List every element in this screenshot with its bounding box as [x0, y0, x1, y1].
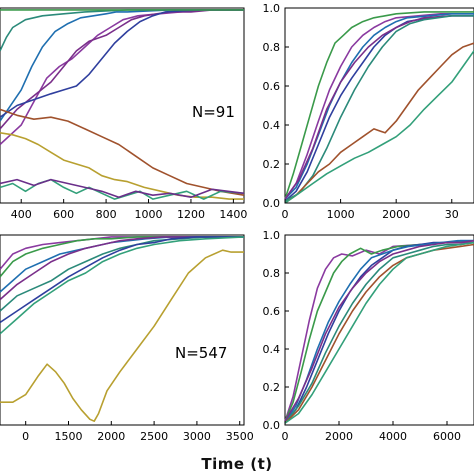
series-line	[284, 239, 474, 424]
x-tick-label: 0	[282, 208, 289, 221]
y-tick-label: 0.4	[263, 119, 281, 132]
x-tick-label: 0	[282, 430, 289, 443]
panel-annotation: N=547	[175, 344, 227, 362]
panel-bottom-right: 0 2000 4000 6000 0.0 0.2 0.4 0.6 0.8 1.0	[263, 229, 474, 443]
panel-frame	[284, 7, 474, 204]
series-line	[0, 9, 244, 130]
x-tick-label: 1000	[327, 208, 355, 221]
x-tick-label: 4000	[379, 430, 407, 443]
series-line	[284, 15, 474, 202]
x-tick-label: 3500	[226, 430, 254, 443]
series-line	[0, 236, 244, 324]
x-axis-label: Time (t)	[201, 455, 272, 473]
y-tick-label: 0.8	[263, 41, 281, 54]
panel-frame	[0, 234, 245, 426]
panel-annotation: N=91	[192, 103, 235, 121]
y-tick-label: 0.2	[263, 381, 281, 394]
panel-frame	[0, 7, 245, 204]
panel-top-right: 0 1000 2000 30 0.0 0.2 0.4 0.6 0.8 1.0	[263, 2, 474, 221]
series-line	[284, 239, 474, 424]
series-line	[0, 178, 245, 198]
series-line	[0, 249, 244, 423]
y-tick-label: 0.4	[263, 343, 281, 356]
y-tick-label: 0.0	[263, 197, 281, 210]
x-tick-label: 6000	[433, 430, 461, 443]
series-line	[284, 239, 474, 422]
y-tick-label: 1.0	[263, 2, 281, 15]
series-line	[284, 11, 474, 200]
x-tick-label: 400	[11, 208, 32, 221]
panel-bottom-left: 0 1500 2000 2500 3000 3500 N=547	[0, 234, 254, 443]
series-line	[284, 13, 474, 200]
x-tick-label: 3000	[183, 430, 211, 443]
series-line	[284, 243, 474, 424]
x-tick-label: 1400	[219, 208, 247, 221]
series-line	[0, 9, 244, 52]
y-tick-label: 0.6	[263, 80, 281, 93]
y-tick-label: 0.8	[263, 267, 281, 280]
x-tick-label: 1200	[177, 208, 205, 221]
series-line	[0, 9, 244, 118]
series-line	[0, 236, 244, 312]
panel-top-left: 400 600 800 1000 1200 1400 N=91	[0, 7, 247, 221]
series-line	[284, 15, 474, 200]
series-line	[0, 108, 245, 196]
series-line	[284, 239, 474, 422]
x-tick-label: 2000	[325, 430, 353, 443]
x-tick-label: 2000	[382, 208, 410, 221]
series-line	[284, 241, 474, 424]
y-tick-label: 0.6	[263, 305, 281, 318]
x-tick-label: 2000	[97, 430, 125, 443]
x-tick-label: 800	[96, 208, 117, 221]
series-line	[284, 241, 474, 424]
series-line	[284, 50, 474, 204]
y-tick-label: 1.0	[263, 229, 281, 242]
x-tick-label: 30	[445, 208, 459, 221]
x-tick-label: 0	[22, 430, 29, 443]
x-tick-label: 1500	[54, 430, 82, 443]
series-line	[0, 236, 245, 335]
x-tick-label: 2500	[140, 430, 168, 443]
panel-frame	[284, 234, 474, 426]
series-line	[0, 236, 244, 301]
series-line	[0, 9, 244, 146]
series-line	[0, 132, 244, 200]
y-tick-label: 0.0	[263, 419, 281, 432]
x-tick-label: 600	[53, 208, 74, 221]
series-line	[284, 42, 474, 204]
y-tick-label: 0.2	[263, 158, 281, 171]
x-tick-label: 1000	[135, 208, 163, 221]
